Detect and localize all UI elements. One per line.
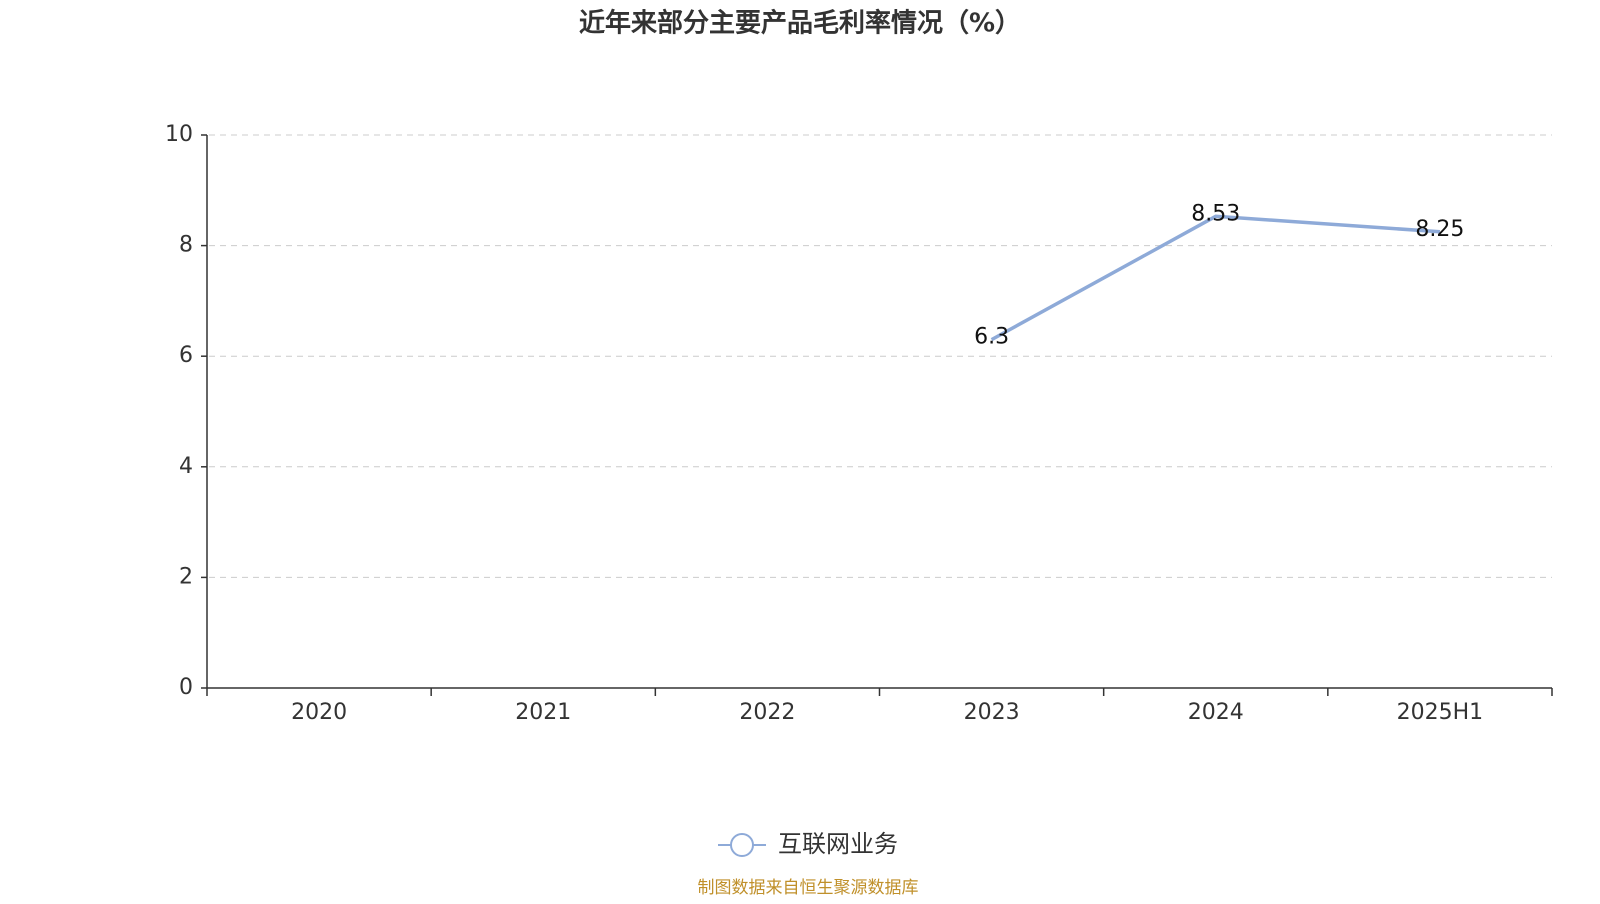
y-tick-label: 6 <box>179 343 193 368</box>
line <box>990 214 1441 342</box>
legend-label: 互联网业务 <box>778 830 898 858</box>
data-label: 6.3 <box>974 325 1009 350</box>
y-tick-label: 10 <box>165 122 193 147</box>
y-tick-label: 8 <box>179 233 193 258</box>
x-tick-label: 2023 <box>964 700 1020 725</box>
data-label: 8.25 <box>1415 217 1464 242</box>
x-tick-label: 2025H1 <box>1397 700 1484 725</box>
x-tick-label: 2020 <box>291 700 347 725</box>
x-tick-label: 2024 <box>1188 700 1244 725</box>
y-tick-label: 4 <box>179 454 193 479</box>
source-note: 制图数据来自恒生聚源数据库 <box>698 878 919 898</box>
legend-marker <box>730 833 754 857</box>
x-tick-label: 2022 <box>739 700 795 725</box>
data-label: 8.53 <box>1191 201 1240 226</box>
x-tick-label: 2021 <box>515 700 571 725</box>
y-tick-label: 0 <box>179 675 193 700</box>
chart-title: 近年来部分主要产品毛利率情况（%） <box>579 8 1021 39</box>
y-tick-label: 2 <box>179 564 193 589</box>
